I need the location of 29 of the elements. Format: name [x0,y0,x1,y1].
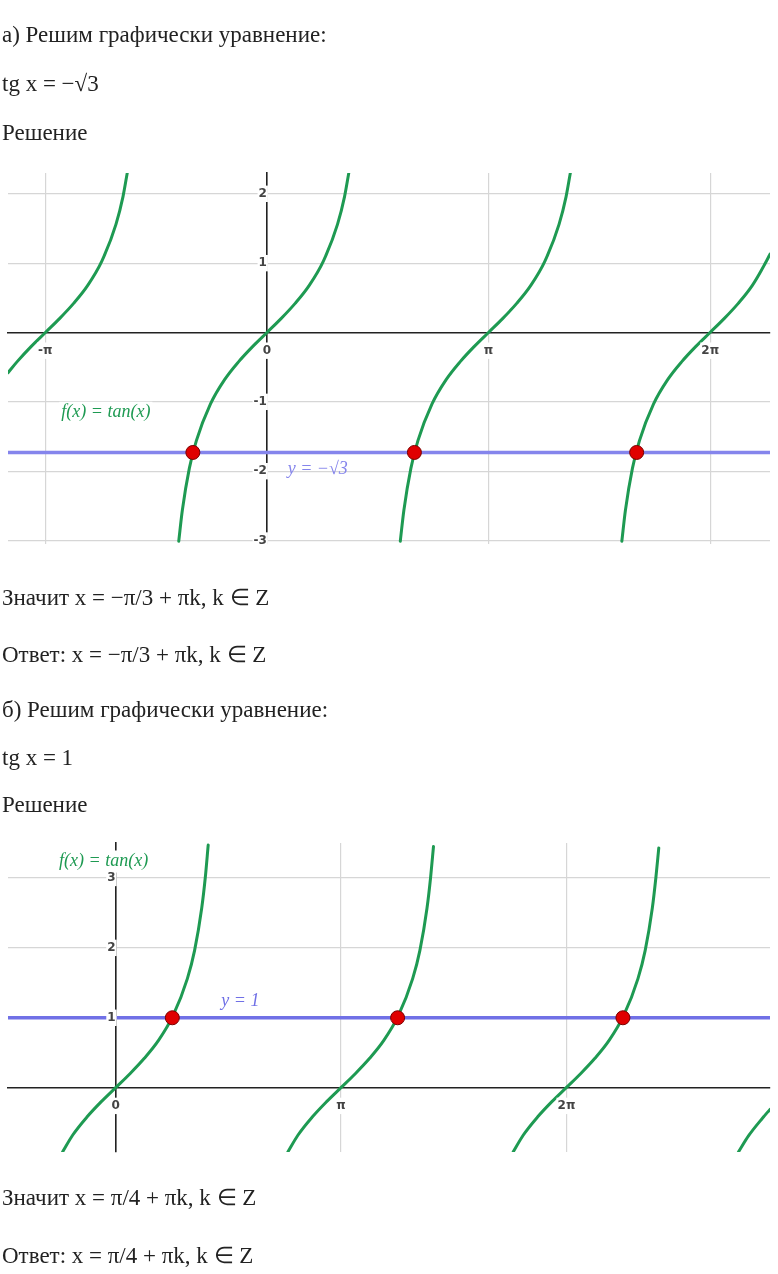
x-tick-label: 2π [557,1098,576,1113]
ref-line-label: y = 1 [219,989,260,1010]
x-tick-label: -π [38,342,53,357]
y-tick-label: 3 [107,870,116,885]
text: Решение [2,120,88,146]
y-tick-label: 1 [107,1009,116,1024]
y-tick-label: 1 [258,255,267,270]
chart-subtitle: tg x = 1 [2,745,74,771]
chart-title: б) Решим графически уравнение: [2,697,329,723]
y-tick-label: -3 [253,532,267,547]
x-tick-label: 0 [111,1098,120,1113]
y-tick-label: -1 [253,393,267,408]
ref-line-label: y = −√3 [285,458,348,479]
y-tick-label: 2 [258,185,267,200]
chart-title: а) Решим графически уравнение: [2,22,327,48]
text: Значит x = −π/3 + πk, k ∈ Z [2,585,270,611]
x-tick-label: 0 [262,342,272,357]
y-tick-label: 2 [107,939,116,954]
text: f(x) = tan(x) [61,401,151,423]
x-tick-label: π [336,1098,346,1113]
x-tick-label: π [483,342,494,357]
text: Решение [2,792,88,818]
text: Значит x = π/4 + πk, k ∈ Z [2,1185,257,1211]
text: f(x) = tan(x) [59,850,149,872]
y-tick-label: -2 [253,463,267,478]
chart-subtitle: tg x = −√3 [2,71,99,97]
x-tick-label: 2π [701,342,720,357]
text: Ответ: x = −π/3 + πk, k ∈ Z [2,642,267,668]
text: Ответ: x = π/4 + πk, k ∈ Z [2,1243,254,1269]
